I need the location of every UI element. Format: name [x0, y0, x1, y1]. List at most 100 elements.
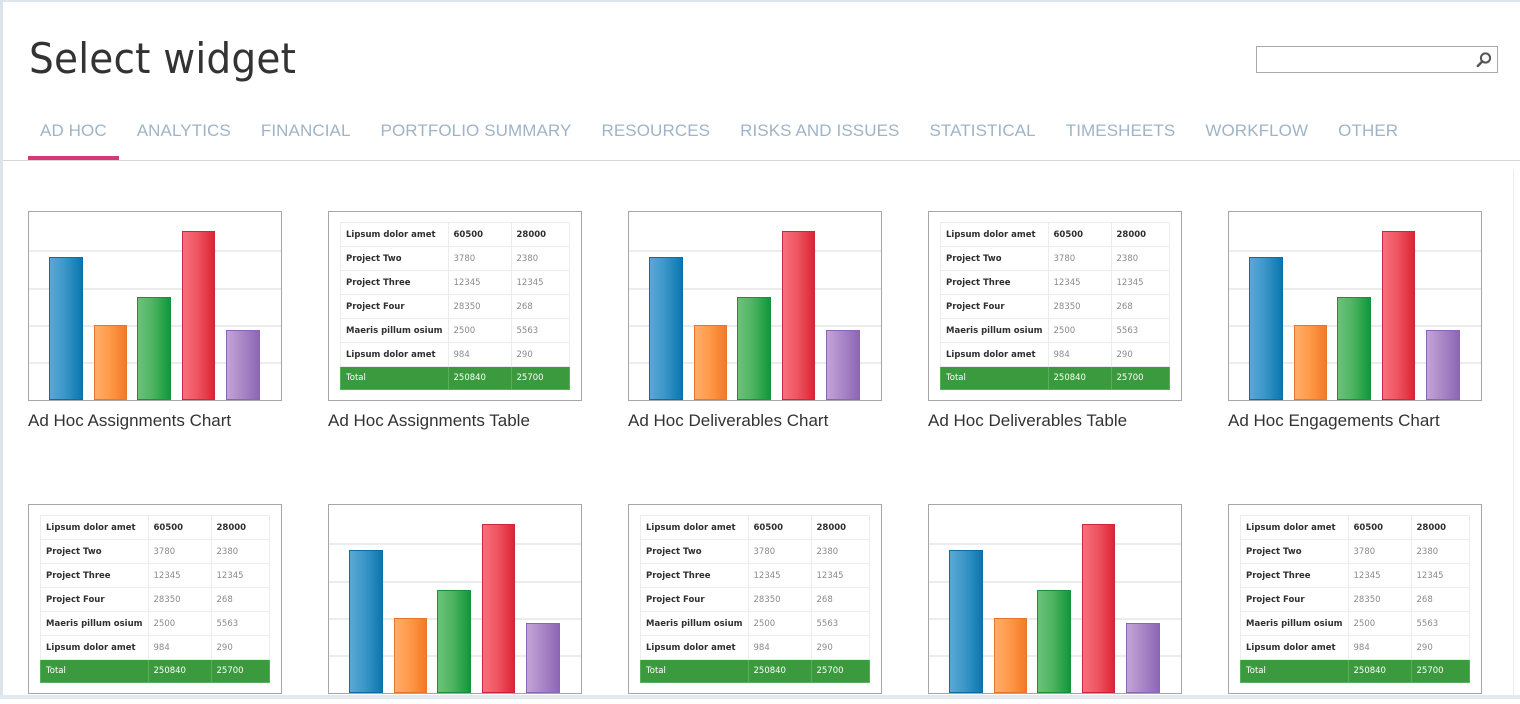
table-cell: 3780 — [147, 539, 212, 564]
table-cell: Lipsum dolor amet — [940, 342, 1049, 367]
table-cell: 5563 — [1110, 318, 1170, 343]
table-cell: Maeris pillum osium — [640, 611, 749, 636]
chart-bar-green — [1337, 297, 1371, 400]
table-cell: 268 — [210, 587, 270, 612]
chart-bar-green — [137, 297, 171, 400]
tab-workflow[interactable]: WORKFLOW — [1205, 121, 1309, 140]
table-cell: 12345 — [510, 270, 570, 295]
table-row: Project Two 3780 2380 — [940, 246, 1170, 271]
tab-timesheets[interactable]: TIMESHEETS — [1065, 121, 1176, 140]
bar-chart-thumbnail[interactable] — [328, 504, 582, 694]
widget-card[interactable]: Lipsum dolor amet 60500 28000 Project Two 37… — [1228, 504, 1482, 704]
tab-analytics[interactable]: ANALYTICS — [136, 121, 231, 140]
widget-card[interactable]: Lipsum dolor amet 60500 28000 Project Two 37… — [628, 504, 882, 704]
table-cell: Project Three — [940, 270, 1049, 295]
widget-card[interactable]: Ad Hoc Engagements Chart — [1228, 211, 1482, 431]
table-cell: 290 — [1410, 635, 1470, 660]
preview-table: Lipsum dolor amet 60500 28000 Project Two 37… — [940, 222, 1170, 390]
tab-financial[interactable]: FINANCIAL — [260, 121, 351, 140]
chart-bar-orange — [394, 618, 427, 693]
table-cell: 28350 — [447, 294, 512, 319]
table-cell: Project Two — [940, 246, 1049, 271]
widget-label[interactable]: Ad Hoc Assignments Chart — [28, 411, 232, 430]
tab-statistical[interactable]: STATISTICAL — [929, 121, 1036, 140]
widget-card[interactable]: Ad Hoc Deliverables Chart — [628, 211, 882, 431]
chart-bar-red — [182, 231, 215, 400]
tab-resources[interactable]: RESOURCES — [601, 121, 711, 140]
search-box[interactable] — [1256, 46, 1498, 73]
chart-bar-orange — [694, 325, 727, 400]
table-cell: Project Three — [340, 270, 449, 295]
widget-label[interactable]: Ad Hoc Assignments Table — [328, 411, 530, 430]
chart-gridline — [629, 250, 881, 252]
table-row: Maeris pillum osium 2500 5563 — [340, 318, 570, 343]
table-thumbnail[interactable]: Lipsum dolor amet 60500 28000 Project Two 37… — [1228, 504, 1482, 694]
table-cell: 268 — [1410, 587, 1470, 612]
table-cell: Project Three — [40, 563, 149, 588]
table-total-cell: 25700 — [210, 659, 270, 683]
table-total-cell: 25700 — [1110, 366, 1170, 390]
bar-chart-thumbnail[interactable] — [1228, 211, 1482, 401]
tab-portfolio-summary[interactable]: PORTFOLIO SUMMARY — [380, 121, 572, 140]
widget-card[interactable]: Lipsum dolor amet 60500 28000 Project Two 37… — [328, 211, 582, 431]
table-cell: Maeris pillum osium — [40, 611, 149, 636]
widget-card[interactable]: Lipsum dolor amet 60500 28000 Project Two 37… — [928, 211, 1182, 431]
chart-bar-blue — [949, 550, 983, 693]
table-cell: Lipsum dolor amet — [340, 222, 449, 247]
bar-chart-thumbnail[interactable] — [928, 504, 1182, 694]
widget-label[interactable]: Ad Hoc Deliverables Chart — [628, 411, 829, 430]
table-cell: Maeris pillum osium — [340, 318, 449, 343]
widget-label[interactable]: Ad Hoc Engagements Chart — [1228, 411, 1440, 430]
table-cell: 28000 — [510, 222, 570, 247]
table-cell: 60500 — [447, 222, 512, 247]
bar-chart-thumbnail[interactable] — [628, 211, 882, 401]
table-cell: 2500 — [447, 318, 512, 343]
widget-label[interactable]: Ad Hoc Deliverables Table — [928, 411, 1128, 430]
table-thumbnail[interactable]: Lipsum dolor amet 60500 28000 Project Two 37… — [628, 504, 882, 694]
bar-chart-thumbnail[interactable] — [28, 211, 282, 401]
tab-ad-hoc[interactable]: AD HOC — [28, 110, 119, 160]
preview-table: Lipsum dolor amet 60500 28000 Project Two 37… — [340, 222, 570, 390]
chart-bar-red — [1082, 524, 1115, 693]
chart-bar-purple — [1426, 330, 1460, 400]
table-cell: Lipsum dolor amet — [640, 635, 749, 660]
table-cell: Project Four — [640, 587, 749, 612]
table-thumbnail[interactable]: Lipsum dolor amet 60500 28000 Project Two 37… — [928, 211, 1182, 401]
widget-card[interactable]: Lipsum dolor amet 60500 28000 Project Two 37… — [28, 504, 282, 704]
table-cell: 3780 — [1047, 246, 1112, 271]
chart-bar-red — [1382, 231, 1415, 400]
table-thumbnail[interactable]: Lipsum dolor amet 60500 28000 Project Two 37… — [28, 504, 282, 694]
table-total-cell: 250840 — [447, 366, 512, 390]
table-row: Project Three 12345 12345 — [640, 563, 870, 588]
table-cell: Project Two — [640, 539, 749, 564]
widget-card[interactable] — [328, 504, 582, 704]
chart-gridline — [929, 581, 1181, 583]
window-top-edge — [0, 0, 1520, 2]
tab-other[interactable]: OTHER — [1338, 121, 1399, 140]
widget-card[interactable] — [928, 504, 1182, 704]
table-thumbnail[interactable]: Lipsum dolor amet 60500 28000 Project Two 37… — [328, 211, 582, 401]
table-total-cell: 250840 — [1347, 659, 1412, 683]
table-cell: 290 — [510, 342, 570, 367]
table-cell: 2380 — [1410, 539, 1470, 564]
table-row: Maeris pillum osium 2500 5563 — [940, 318, 1170, 343]
scroll-track[interactable] — [1513, 170, 1514, 695]
table-cell: 28000 — [210, 515, 270, 540]
table-total-row: Total 250840 25700 — [40, 659, 270, 683]
table-cell: 268 — [510, 294, 570, 319]
table-total-cell: Total — [1240, 659, 1349, 683]
table-cell: Lipsum dolor amet — [40, 515, 149, 540]
chart-bar-red — [782, 231, 815, 400]
search-icon[interactable] — [1475, 51, 1493, 69]
table-cell: Lipsum dolor amet — [1240, 635, 1349, 660]
widget-card[interactable]: Ad Hoc Assignments Chart — [28, 211, 282, 431]
table-cell: 60500 — [747, 515, 812, 540]
table-row: Project Three 12345 12345 — [40, 563, 270, 588]
category-tabs: AD HOC ANALYTICS FINANCIAL PORTFOLIO SUMMAR… — [28, 110, 1416, 160]
table-cell: 5563 — [810, 611, 870, 636]
table-cell: Project Four — [40, 587, 149, 612]
table-cell: 2500 — [1347, 611, 1412, 636]
table-row: Lipsum dolor amet 60500 28000 — [940, 222, 1170, 247]
search-input[interactable] — [1257, 47, 1479, 72]
tab-risks-and-issues[interactable]: RISKS AND ISSUES — [740, 121, 900, 140]
